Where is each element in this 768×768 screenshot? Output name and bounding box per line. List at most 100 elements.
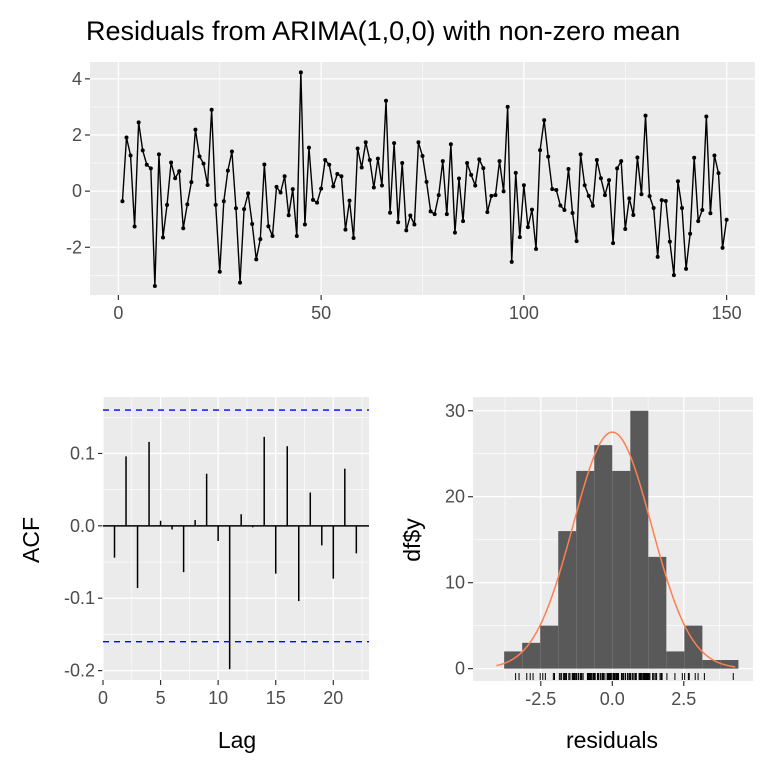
data-point xyxy=(505,104,510,109)
histogram-bar xyxy=(612,470,631,669)
data-point xyxy=(692,155,697,160)
data-point xyxy=(209,107,214,112)
data-point xyxy=(169,160,174,165)
normal-density-curve xyxy=(496,431,736,668)
data-point xyxy=(290,187,295,192)
data-point xyxy=(140,148,145,153)
histogram-bar xyxy=(594,445,613,669)
data-point xyxy=(680,205,685,210)
data-point xyxy=(667,239,672,244)
data-point xyxy=(254,257,259,262)
data-point xyxy=(375,156,380,161)
x-tick-label: 100 xyxy=(509,303,539,323)
data-point xyxy=(412,222,417,227)
data-point xyxy=(602,193,607,198)
data-point xyxy=(217,269,222,274)
data-point xyxy=(278,190,283,195)
x-tick-label: 0 xyxy=(113,303,123,323)
histogram-bar xyxy=(702,660,721,669)
data-point xyxy=(720,245,725,250)
data-point xyxy=(165,202,170,207)
data-point xyxy=(635,155,640,160)
histogram-bar xyxy=(720,660,739,669)
data-point xyxy=(185,202,190,207)
y-tick-label: 2 xyxy=(72,125,82,145)
data-point xyxy=(619,159,624,164)
time-series-panel: -2 0 2 4 0 50 100 150 xyxy=(66,62,755,323)
data-point xyxy=(229,149,234,154)
x-tick-label: 20 xyxy=(323,688,343,708)
data-point xyxy=(452,230,457,235)
y-tick-label: -2 xyxy=(66,237,82,257)
data-point xyxy=(586,193,591,198)
histogram-bar xyxy=(558,531,577,669)
data-point xyxy=(189,180,194,185)
data-point xyxy=(671,273,676,278)
data-point xyxy=(347,198,352,203)
data-point xyxy=(501,189,506,194)
data-point xyxy=(233,206,238,211)
data-point xyxy=(562,207,567,212)
acf-x-axis-title: Lag xyxy=(218,727,256,753)
acf-y-axis-title: ACF xyxy=(18,517,44,563)
data-point xyxy=(339,174,344,179)
data-point xyxy=(152,284,157,289)
data-point xyxy=(335,172,340,177)
data-point xyxy=(444,212,449,217)
data-point xyxy=(238,280,243,285)
data-point xyxy=(607,178,612,183)
data-point xyxy=(570,211,575,216)
data-point xyxy=(156,152,161,157)
data-point xyxy=(696,219,701,224)
data-point xyxy=(327,162,332,167)
histogram-bar xyxy=(540,625,559,669)
data-point xyxy=(404,228,409,233)
data-point xyxy=(521,183,526,188)
data-point xyxy=(594,157,599,162)
data-point xyxy=(250,221,255,226)
data-point xyxy=(558,203,563,208)
data-point xyxy=(525,225,530,230)
data-point xyxy=(148,166,153,171)
data-point xyxy=(675,179,680,184)
data-point xyxy=(513,170,518,175)
y-tick-label: 0.0 xyxy=(70,516,95,536)
data-point xyxy=(120,199,125,204)
y-tick-label: 10 xyxy=(445,573,465,593)
data-point xyxy=(509,259,514,264)
data-point xyxy=(473,183,478,188)
data-point xyxy=(351,236,356,241)
data-point xyxy=(262,162,267,167)
data-point xyxy=(367,157,372,162)
y-tick-label: 0 xyxy=(72,181,82,201)
histogram-panel: 0 10 20 30 -2.5 0.0 2.5 xyxy=(445,397,753,709)
data-point xyxy=(578,152,583,157)
data-point xyxy=(282,174,287,179)
data-point xyxy=(424,179,429,184)
data-point xyxy=(384,98,389,103)
histogram-bar xyxy=(630,410,649,669)
data-point xyxy=(550,187,555,192)
data-point xyxy=(493,193,498,198)
data-point xyxy=(611,241,616,246)
data-point xyxy=(465,161,470,166)
data-point xyxy=(173,176,178,181)
data-point xyxy=(298,70,303,75)
data-point xyxy=(242,207,247,212)
data-point xyxy=(647,194,652,199)
data-point xyxy=(627,196,632,201)
data-point xyxy=(456,176,461,181)
data-point xyxy=(708,211,713,216)
histogram-bar xyxy=(576,470,595,669)
x-tick-label: -2.5 xyxy=(525,689,556,709)
data-point xyxy=(331,184,336,189)
data-point xyxy=(359,165,364,170)
data-point xyxy=(363,140,368,145)
data-point xyxy=(712,153,717,158)
y-tick-label: -0.2 xyxy=(64,661,95,681)
data-point xyxy=(205,182,210,187)
data-point xyxy=(688,231,693,236)
data-point xyxy=(270,234,275,239)
data-point xyxy=(590,203,595,208)
x-tick-label: 5 xyxy=(156,688,166,708)
